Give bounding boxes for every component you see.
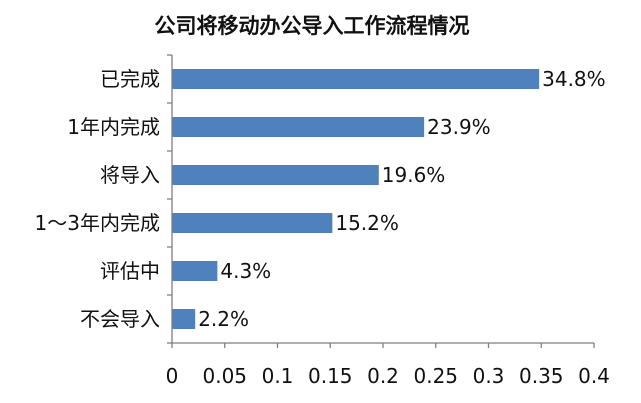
x-tick-label: 0.1 [262, 364, 294, 388]
data-label: 23.9% [427, 115, 491, 139]
data-label: 34.8% [542, 67, 606, 91]
category-label: 不会导入 [80, 307, 160, 331]
bar [172, 69, 540, 89]
bar [172, 165, 379, 185]
bar [172, 261, 218, 281]
x-tick-label: 0.4 [578, 364, 610, 388]
data-label: 2.2% [198, 307, 249, 331]
x-tick-label: 0.3 [473, 364, 505, 388]
x-tick-label: 0 [166, 364, 179, 388]
bar [172, 213, 333, 233]
chart-title: 公司将移动办公导入工作流程情况 [155, 13, 470, 38]
x-tick-label: 0.2 [367, 364, 399, 388]
bar [172, 309, 196, 329]
x-tick-label: 0.25 [413, 364, 458, 388]
x-tick-label: 0.15 [308, 364, 353, 388]
category-label: 1～3年内完成 [35, 211, 160, 235]
bar [172, 117, 425, 137]
data-label: 19.6% [382, 163, 446, 187]
category-label: 1年内完成 [67, 115, 160, 139]
category-label: 将导入 [100, 163, 160, 187]
category-label: 已完成 [100, 67, 160, 91]
data-label: 4.3% [220, 259, 271, 283]
x-tick-label: 0.05 [202, 364, 247, 388]
category-label: 评估中 [100, 259, 160, 283]
x-tick-label: 0.35 [519, 364, 564, 388]
data-label: 15.2% [335, 211, 399, 235]
